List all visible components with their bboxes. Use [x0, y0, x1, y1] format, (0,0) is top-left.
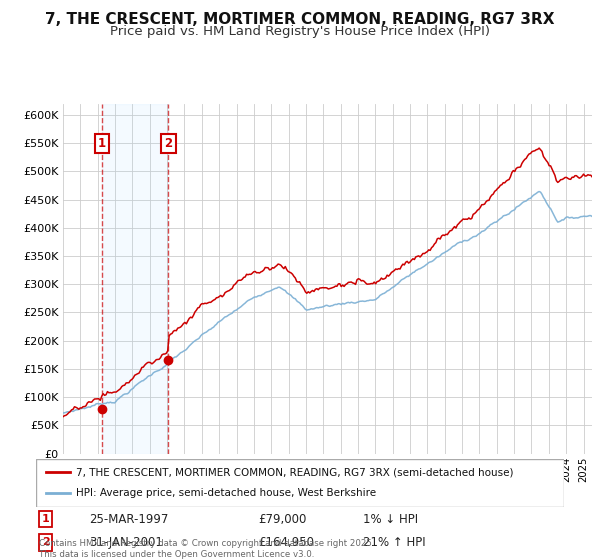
Text: 2: 2 [164, 137, 173, 150]
Text: 1: 1 [41, 514, 49, 524]
Bar [101, 104, 169, 454]
Text: 1: 1 [97, 137, 106, 150]
Text: 21% ↑ HPI: 21% ↑ HPI [364, 536, 426, 549]
Text: £164,950: £164,950 [258, 536, 314, 549]
Text: £79,000: £79,000 [258, 513, 306, 526]
Text: HPI: Average price, semi-detached house, West Berkshire: HPI: Average price, semi-detached house,… [76, 488, 376, 498]
Text: 7, THE CRESCENT, MORTIMER COMMON, READING, RG7 3RX: 7, THE CRESCENT, MORTIMER COMMON, READIN… [45, 12, 555, 27]
Text: 2: 2 [41, 538, 49, 548]
Text: 25-MAR-1997: 25-MAR-1997 [89, 513, 168, 526]
Text: 31-JAN-2001: 31-JAN-2001 [89, 536, 163, 549]
Text: Contains HM Land Registry data © Crown copyright and database right 2025.
This d: Contains HM Land Registry data © Crown c… [39, 539, 374, 559]
Text: Price paid vs. HM Land Registry's House Price Index (HPI): Price paid vs. HM Land Registry's House … [110, 25, 490, 38]
Text: 7, THE CRESCENT, MORTIMER COMMON, READING, RG7 3RX (semi-detached house): 7, THE CRESCENT, MORTIMER COMMON, READIN… [76, 467, 513, 477]
Text: 1% ↓ HPI: 1% ↓ HPI [364, 513, 418, 526]
